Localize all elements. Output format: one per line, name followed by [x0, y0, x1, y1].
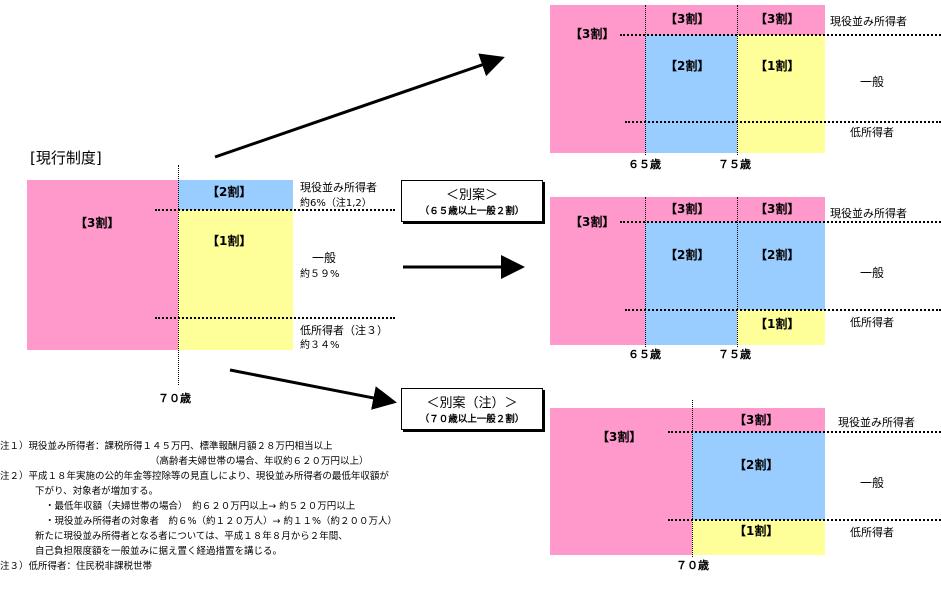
divider — [625, 121, 941, 123]
divider — [668, 431, 941, 433]
note-2: 注２）平成１８年実施の公的年金等控除等の見直しにより、現役並み所得者の最低年収額… — [0, 471, 389, 482]
arrow-to-bottom — [229, 368, 397, 410]
category-label: 低所得者 — [850, 126, 894, 139]
current-title: [現行制度] — [30, 149, 102, 167]
rate-label: 【2割】 — [755, 248, 800, 262]
note-2-item: ・現役並み所得者の対象者 約６%（約１２０万人）→ 約１１%（約２００万人） — [45, 516, 398, 527]
rate-label: 【3割】 — [597, 430, 642, 444]
age-label: ７０歳 — [676, 559, 709, 572]
rate-label: 【1割】 — [734, 524, 779, 538]
category-label: 現役並み所得者 — [300, 181, 377, 194]
rate-label: 【3割】 — [570, 27, 615, 41]
age-label: ７５歳 — [718, 158, 751, 171]
rate-label: 【3割】 — [75, 216, 120, 230]
rate-label: 【3割】 — [665, 12, 710, 26]
category-label: 低所得者 — [850, 316, 894, 329]
age-line — [692, 400, 693, 557]
divider — [668, 519, 941, 521]
note-2-item: ・最低年収額（夫婦世帯の場合） 約６２０万円以上→ 約５２０万円以上 — [45, 501, 356, 512]
category-pct: 約３４% — [300, 340, 340, 351]
category-label: 一般 — [860, 75, 885, 89]
mid-rate2-block — [645, 222, 825, 310]
mid-rate3-block — [550, 222, 645, 345]
alt1-title: ＜別案＞ — [445, 188, 498, 203]
alt2-box: ＜別案（注）＞ （７０歳以上一般２割） — [401, 388, 543, 430]
category-label: 一般 — [860, 476, 885, 490]
rate-label: 【3割】 — [665, 202, 710, 216]
note-1-cont: （高齢者夫婦世帯の場合、年収約６２０万円以上） — [150, 456, 369, 467]
category-label: 現役並み所得者 — [830, 207, 907, 220]
age-label: ７５歳 — [718, 348, 751, 361]
arrow-to-top — [214, 53, 505, 159]
category-label: 低所得者（注３） — [300, 324, 388, 337]
alt1-box: ＜別案＞ （６５歳以上一般２割） — [401, 180, 543, 222]
alt2-subtitle: （７０歳以上一般２割） — [419, 414, 525, 425]
age-line — [645, 5, 646, 155]
bot-rate3-strip — [550, 408, 825, 432]
rate-label: 【3割】 — [755, 202, 800, 216]
top-rate1-block — [737, 35, 825, 153]
age-line — [737, 197, 738, 347]
mid-rate1-block — [737, 310, 825, 345]
category-label: 一般 — [860, 266, 885, 280]
rate-label: 【2割】 — [734, 458, 779, 472]
alt2-title: ＜別案（注）＞ — [426, 396, 518, 411]
current-rate3-block — [27, 180, 178, 350]
current-rate2-block — [178, 180, 293, 210]
bot-rate1-block — [692, 520, 825, 555]
rate-label: 【3割】 — [570, 215, 615, 229]
age-label: ６５歳 — [628, 158, 661, 171]
top-rate2-block — [645, 35, 737, 153]
rate-label: 【1割】 — [755, 317, 800, 331]
category-label: 一般 — [312, 251, 337, 265]
top-rate3-block — [550, 35, 645, 153]
mid-rate2-block — [645, 310, 737, 345]
divider — [155, 209, 395, 211]
rate-label: 【1割】 — [207, 234, 252, 248]
category-pct: 約6%（注1,2） — [300, 198, 372, 209]
rate-label: 【3割】 — [734, 413, 779, 427]
divider — [625, 309, 941, 311]
age-line — [178, 165, 179, 385]
age-line — [737, 5, 738, 155]
note-2-cont: 下がり、対象者が増加する。 — [35, 486, 159, 497]
category-label: 現役並み所得者 — [838, 416, 915, 429]
rate-label: 【3割】 — [755, 12, 800, 26]
category-label: 現役並み所得者 — [830, 15, 907, 28]
top-rate3-strip — [550, 5, 825, 35]
note-3: 注３）低所得者：住民税非課税世帯 — [0, 561, 153, 572]
age-line — [645, 197, 646, 347]
age-label: ６５歳 — [628, 348, 661, 361]
category-pct: 約５９% — [300, 269, 340, 280]
rate-label: 【1割】 — [755, 59, 800, 73]
rate-label: 【2割】 — [665, 59, 710, 73]
mid-rate3-strip — [550, 197, 825, 222]
bot-rate2-block — [692, 432, 825, 520]
alt1-subtitle: （６５歳以上一般２割） — [419, 206, 525, 217]
rate-label: 【2割】 — [207, 185, 252, 199]
category-label: 低所得者 — [850, 526, 894, 539]
note-2-cont: 新たに現役並み所得者となる者については、平成１８年８月から２年間、 — [35, 531, 348, 542]
divider — [155, 317, 395, 319]
divider — [620, 34, 941, 36]
age-label: ７０歳 — [158, 392, 191, 405]
note-2-cont: 自己負担限度額を一般並みに据え置く経過措置を講じる。 — [35, 546, 283, 557]
note-1: 注１）現役並み所得者：課税所得１４５万円、標準報酬月額２８万円相当以上 — [0, 441, 333, 452]
divider — [620, 221, 941, 223]
rate-label: 【2割】 — [665, 248, 710, 262]
bot-rate3-block — [550, 432, 692, 555]
current-rate1-block — [178, 210, 293, 350]
